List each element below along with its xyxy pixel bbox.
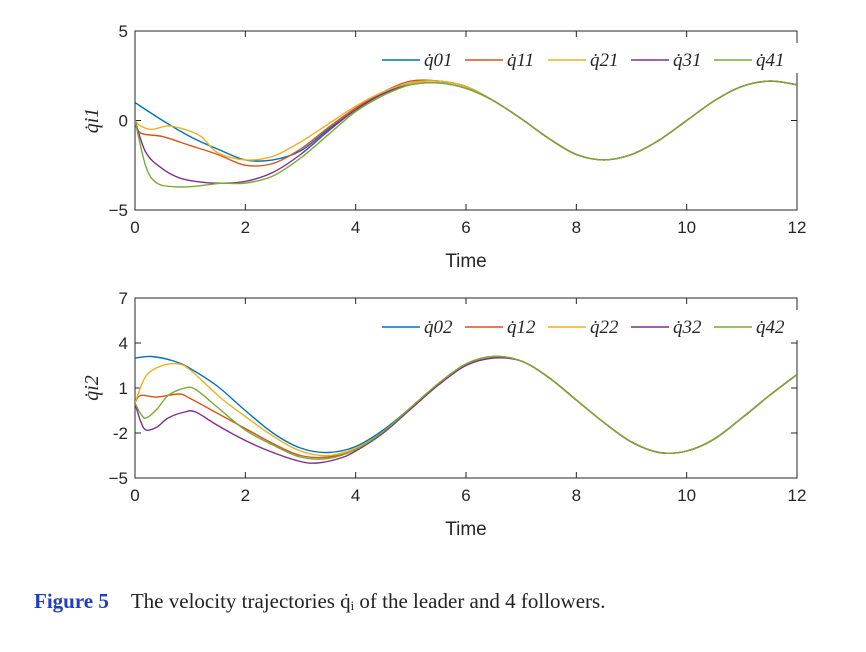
figure-number: Figure 5 bbox=[34, 589, 109, 613]
y-tick-label: −5 bbox=[109, 469, 128, 488]
x-tick-label: 10 bbox=[677, 486, 696, 505]
legend-label-5: q̇41 bbox=[756, 50, 785, 71]
caption-text: The velocity trajectories q̇ᵢ of the lea… bbox=[130, 589, 606, 613]
y-tick-label: 0 bbox=[119, 112, 128, 131]
y-tick-label: 5 bbox=[119, 22, 128, 41]
legend-label-2: q̇11 bbox=[507, 50, 534, 71]
legend: q̇02 q̇12 q̇22 q̇32 q̇42 bbox=[378, 310, 799, 340]
y-tick-label: 4 bbox=[119, 334, 128, 353]
legend-label-1: q̇01 bbox=[424, 50, 453, 71]
legend-label-3: q̇21 bbox=[590, 50, 619, 71]
y-tick-label: 1 bbox=[119, 379, 128, 398]
x-tick-label: 6 bbox=[461, 486, 470, 505]
y-tick-label: -2 bbox=[113, 424, 128, 443]
legend: q̇01 q̇11 q̇21 q̇31 q̇41 bbox=[378, 43, 799, 73]
x-axis-label: Time bbox=[445, 519, 487, 540]
y-tick-label: 7 bbox=[119, 289, 128, 308]
x-tick-label: 12 bbox=[788, 218, 807, 237]
x-tick-label: 8 bbox=[572, 486, 581, 505]
series-line-5 bbox=[135, 355, 797, 460]
legend-label-5: q̇42 bbox=[756, 317, 785, 338]
x-tick-label: 8 bbox=[572, 218, 581, 237]
x-tick-label: 2 bbox=[241, 486, 250, 505]
y-axis-label: q̇i1 bbox=[81, 108, 103, 134]
x-tick-label: 2 bbox=[241, 218, 250, 237]
chart-bottom: 0 2 4 6 8 10 12 −5 -2 1 4 7 Time q̇i2 q̇02 q̇12 q̇22 q̇32… bbox=[81, 289, 806, 540]
x-tick-label: 4 bbox=[351, 218, 360, 237]
legend-label-1: q̇02 bbox=[424, 317, 453, 338]
x-tick-label: 12 bbox=[788, 486, 807, 505]
x-tick-label: 0 bbox=[130, 218, 139, 237]
legend-label-2: q̇12 bbox=[507, 317, 536, 338]
x-tick-label: 10 bbox=[677, 218, 696, 237]
legend-label-4: q̇31 bbox=[673, 50, 702, 71]
y-axis-label: q̇i2 bbox=[81, 375, 103, 401]
y-tick-label: −5 bbox=[109, 201, 128, 220]
x-tick-label: 4 bbox=[351, 486, 360, 505]
x-tick-label: 0 bbox=[130, 486, 139, 505]
series-line-5 bbox=[135, 80, 797, 188]
legend-label-4: q̇32 bbox=[673, 317, 702, 338]
legend-label-3: q̇22 bbox=[590, 317, 619, 338]
x-tick-label: 6 bbox=[461, 218, 470, 237]
figure-caption: Figure 5 The velocity trajectories q̇ᵢ of… bbox=[34, 589, 605, 614]
x-axis-label: Time bbox=[445, 251, 487, 272]
